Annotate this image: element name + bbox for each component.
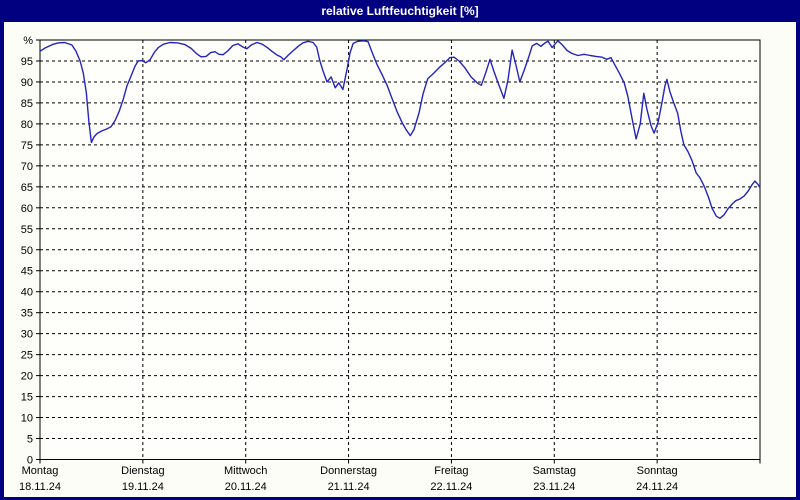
title-bar: relative Luftfeuchtigkeit [%]: [0, 0, 800, 22]
chart-area: [4, 22, 796, 497]
chart-title: relative Luftfeuchtigkeit [%]: [321, 4, 479, 18]
